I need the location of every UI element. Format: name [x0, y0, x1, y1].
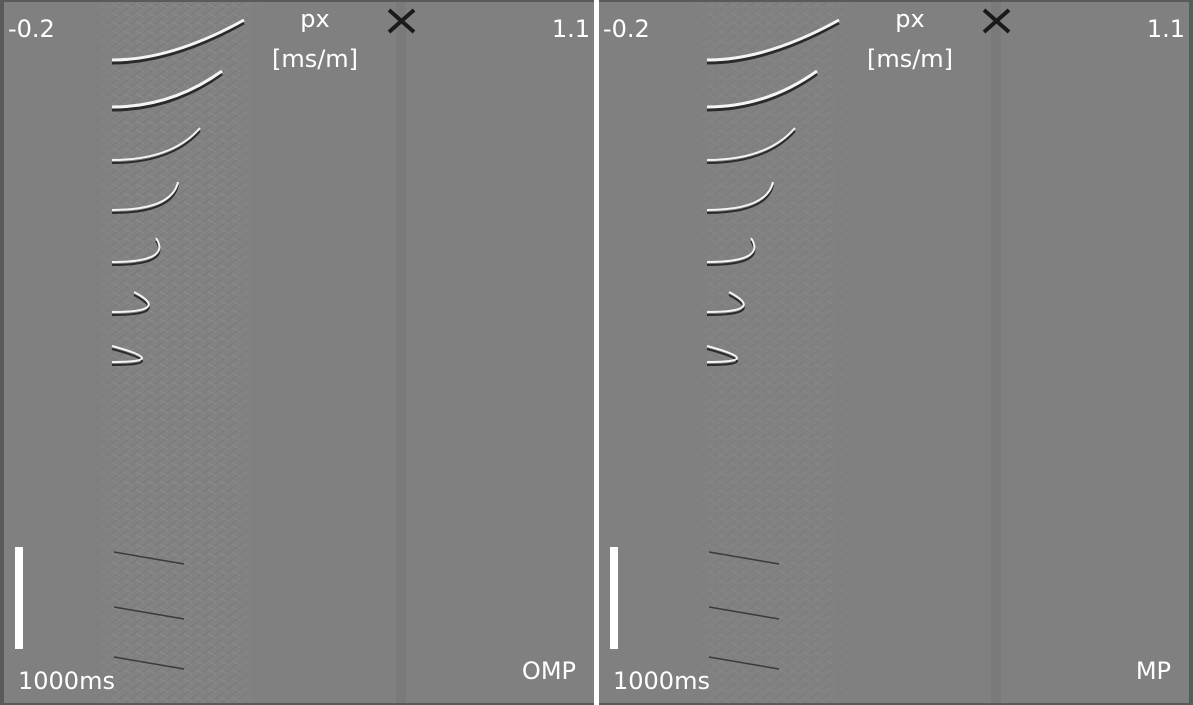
faint-event [708, 656, 780, 670]
event-shadow [706, 130, 796, 164]
event-shadow [706, 348, 738, 366]
faint-event [113, 606, 185, 620]
noise-fade [89, 2, 264, 703]
event-shadow [111, 72, 223, 112]
event-shadow [706, 21, 840, 65]
event-shadow [111, 348, 143, 366]
trace-line [991, 2, 1001, 703]
method-label: MP [1136, 657, 1171, 685]
faint-event [708, 551, 780, 565]
faint-event [113, 551, 185, 565]
event [706, 345, 738, 363]
axis-label: [ms/m] [272, 45, 358, 73]
source-wavelet [982, 8, 1011, 34]
axis-label: [ms/m] [867, 45, 953, 73]
event [111, 18, 245, 62]
scale-label: 1000ms [18, 667, 115, 695]
event [111, 181, 179, 211]
right-label: 1.1 [1147, 15, 1185, 43]
left-label: -0.2 [8, 15, 55, 43]
event [111, 291, 150, 313]
scale-bar [610, 547, 618, 649]
event [706, 291, 745, 313]
event-shadow [706, 184, 774, 214]
scale-label: 1000ms [613, 667, 710, 695]
axis-label: px [300, 5, 329, 33]
noise-fade [684, 2, 859, 703]
axis-label: px [895, 5, 924, 33]
event [111, 127, 201, 161]
event [706, 127, 796, 161]
event-shadow [706, 72, 818, 112]
left-label: -0.2 [603, 15, 650, 43]
event [111, 237, 161, 263]
event-shadow [706, 294, 745, 316]
event [111, 345, 143, 363]
faint-event [708, 606, 780, 620]
event [706, 237, 756, 263]
trace-line [396, 2, 406, 703]
event-shadow [111, 21, 245, 65]
scale-bar [15, 547, 23, 649]
panel: -0.2 1.1 px [ms/m] 1000ms OMP [4, 2, 594, 703]
source-wavelet [387, 8, 416, 34]
event [111, 69, 223, 109]
method-label: OMP [522, 657, 576, 685]
event-shadow [111, 130, 201, 164]
right-label: 1.1 [552, 15, 590, 43]
faint-event [113, 656, 185, 670]
event [706, 69, 818, 109]
event [706, 181, 774, 211]
separator [594, 0, 599, 705]
event-shadow [111, 184, 179, 214]
event-shadow [111, 294, 150, 316]
panel: -0.2 1.1 px [ms/m] 1000ms MP [599, 2, 1189, 703]
event [706, 18, 840, 62]
